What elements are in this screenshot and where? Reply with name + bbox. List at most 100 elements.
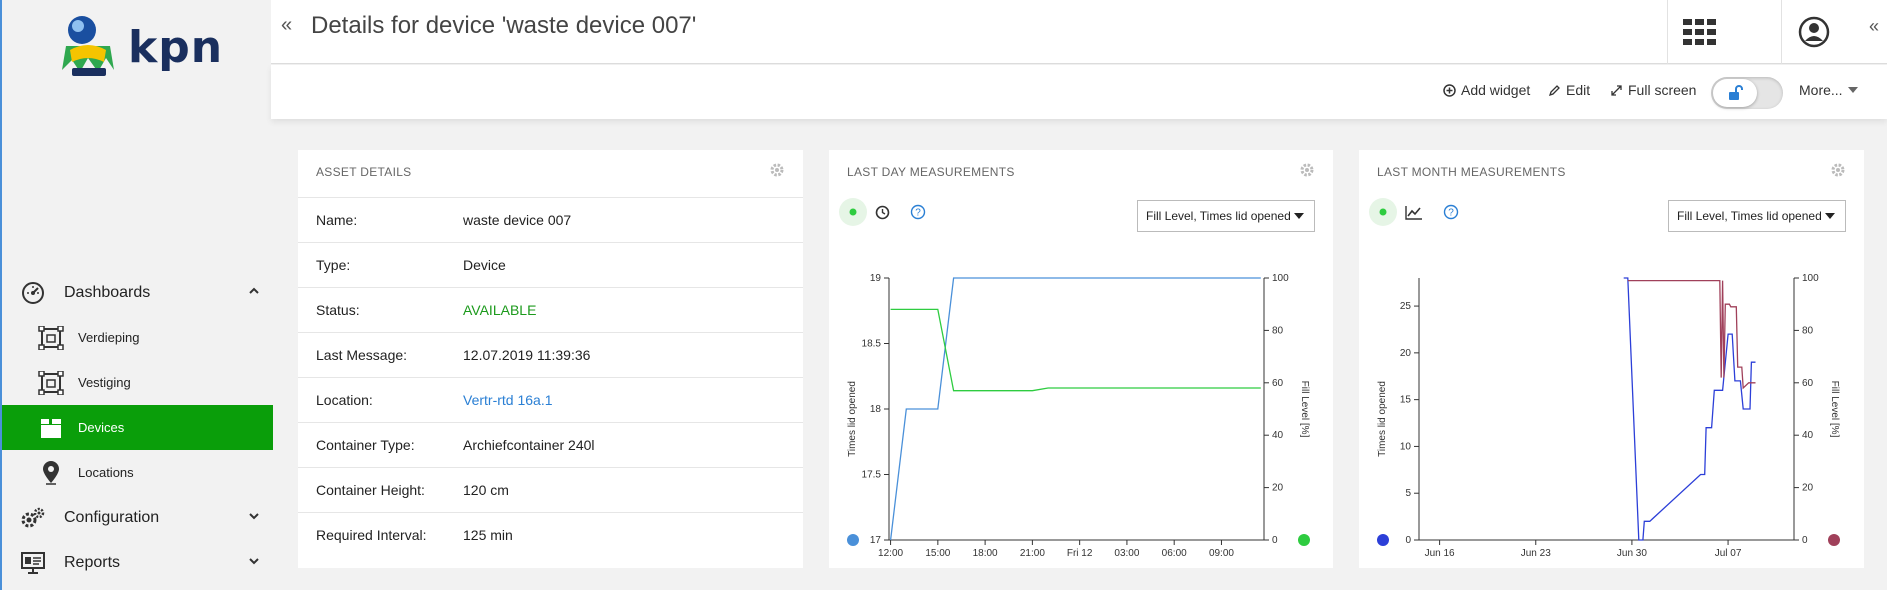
detail-value: Device <box>463 257 506 273</box>
x-tick-label: 06:00 <box>1162 548 1187 559</box>
y-tick-label-right: 20 <box>1802 483 1814 494</box>
y-tick-label-left: 17 <box>870 535 882 546</box>
collapse-right-panel-button[interactable]: « <box>1868 16 1879 36</box>
kpn-logo[interactable]: kpn <box>58 12 228 84</box>
card-title: LAST MONTH MEASUREMENTS <box>1377 165 1566 179</box>
caret-down-icon <box>1847 87 1858 93</box>
gear-icon[interactable] <box>1830 162 1846 178</box>
detail-value: waste device 007 <box>463 212 572 228</box>
pencil-icon <box>1548 84 1560 96</box>
caret-down-icon <box>1825 213 1835 219</box>
last-month-measurements-card: LAST MONTH MEASUREMENTS ? Fill Level, Ti… <box>1359 150 1864 568</box>
card-title: LAST DAY MEASUREMENTS <box>847 165 1015 179</box>
sidebar-item-vestiging[interactable]: Vestiging <box>2 360 273 405</box>
svg-text:?: ? <box>915 208 921 219</box>
sidebar-item-locations[interactable]: Locations <box>2 450 273 495</box>
last-day-chart: 17 17.5 18 18.5 19 0 20 40 60 80 100 12:00 15:00 18:0… <box>847 273 1310 559</box>
kpn-crown-icon <box>62 16 114 76</box>
y-tick-label-right: 80 <box>1272 325 1284 336</box>
more-label: More... <box>1799 82 1843 98</box>
logo-text: kpn <box>128 22 224 73</box>
apps-grid-icon <box>1682 19 1716 45</box>
detail-value: 120 cm <box>463 482 509 498</box>
legend-marker-right <box>1828 534 1840 546</box>
full-screen-button[interactable]: Full screen <box>1610 82 1696 98</box>
apps-grid-button[interactable] <box>1667 0 1731 64</box>
dashboard-toolbar: Add widget Edit Full screen More... <box>271 65 1887 119</box>
chart-controls: ? <box>839 198 926 226</box>
sidebar-item-verdieping[interactable]: Verdieping <box>2 315 273 360</box>
line-chart-icon[interactable] <box>1405 205 1423 220</box>
y-tick-label-left: 19 <box>870 273 882 284</box>
series-line-0 <box>889 277 1261 541</box>
plus-circle-icon <box>1443 83 1456 97</box>
full-screen-label: Full screen <box>1628 82 1697 98</box>
sidebar-item-dashboards[interactable]: Dashboards <box>2 270 273 315</box>
asset-details-card: ASSET DETAILS Name: waste device 007 Type… <box>298 150 803 568</box>
chevron-down-icon[interactable] <box>247 509 261 523</box>
chevron-up-icon[interactable] <box>247 284 261 298</box>
x-tick-label: 09:00 <box>1209 548 1234 559</box>
x-tick-label: Jul 07 <box>1715 548 1742 559</box>
detail-row-last-message: Last Message: 12.07.2019 11:39:36 <box>298 332 803 377</box>
dashboard-gauge-icon <box>22 282 44 304</box>
gear-icon[interactable] <box>769 162 785 178</box>
gear-icon[interactable] <box>1299 162 1315 178</box>
sidebar-item-label: Vestiging <box>78 375 131 390</box>
detail-key: Type: <box>316 257 351 273</box>
user-account-button[interactable] <box>1781 0 1845 64</box>
floorplan-icon <box>38 371 64 395</box>
series-select[interactable]: Fill Level, Times lid opened <box>1137 200 1315 232</box>
detail-row-container-height: Container Height: 120 cm <box>298 467 803 512</box>
sidebar-item-devices[interactable]: Devices <box>2 405 273 450</box>
detail-key: Status: <box>316 302 360 318</box>
more-menu-button[interactable]: More... <box>1799 82 1858 98</box>
x-tick-label: 21:00 <box>1020 548 1045 559</box>
collapse-sidebar-button[interactable]: « <box>281 14 293 36</box>
map-pin-icon <box>43 461 59 485</box>
help-icon[interactable]: ? <box>910 204 926 220</box>
edit-button[interactable]: Edit <box>1548 82 1590 98</box>
x-tick-label: Fri 12 <box>1067 548 1093 559</box>
edit-label: Edit <box>1566 82 1591 98</box>
series-select-value: Fill Level, Times lid opened <box>1677 209 1822 223</box>
live-dot-icon <box>1379 208 1387 216</box>
add-widget-button[interactable]: Add widget <box>1443 82 1530 98</box>
lock-toggle[interactable] <box>1711 77 1783 109</box>
live-status-button[interactable] <box>839 198 867 226</box>
sidebar-item-reports[interactable]: Reports <box>2 540 273 585</box>
series-line-0 <box>1623 277 1756 541</box>
detail-key: Name: <box>316 212 358 228</box>
y-tick-label-left: 0 <box>1405 535 1411 546</box>
x-tick-label: Jun 23 <box>1521 548 1551 559</box>
page-title: Details for device 'waste device 007' <box>311 12 697 39</box>
detail-row-status: Status: AVAILABLE <box>298 287 803 332</box>
x-tick-label: 03:00 <box>1114 548 1139 559</box>
live-status-button[interactable] <box>1369 198 1397 226</box>
location-link[interactable]: Vertr-rtd 16a.1 <box>463 392 553 408</box>
caret-down-icon <box>1294 213 1304 219</box>
chevron-down-icon[interactable] <box>247 554 261 568</box>
y-tick-label-right: 0 <box>1802 535 1808 546</box>
sidebar-item-configuration[interactable]: Configuration <box>2 495 273 540</box>
series-select[interactable]: Fill Level, Times lid opened <box>1668 200 1846 232</box>
y-axis-label-right: Fill Level [%] <box>1829 381 1840 438</box>
x-tick-label: 12:00 <box>878 548 903 559</box>
y-axis-label-left: Times lid opened <box>847 381 858 457</box>
status-value: AVAILABLE <box>463 302 537 318</box>
sidebar-nav: Dashboards Verdieping Ves <box>2 270 273 585</box>
y-axis-label-left: Times lid opened <box>1377 381 1388 457</box>
legend-marker-left <box>1377 534 1389 546</box>
clock-icon[interactable] <box>875 205 890 220</box>
x-tick-label: 18:00 <box>973 548 998 559</box>
y-tick-label-left: 18.5 <box>862 339 882 350</box>
detail-value: Archiefcontainer 240l <box>463 437 595 453</box>
add-widget-label: Add widget <box>1461 82 1531 98</box>
help-icon[interactable]: ? <box>1443 204 1459 220</box>
x-tick-label: Jun 30 <box>1617 548 1647 559</box>
y-tick-label-right: 40 <box>1802 430 1814 441</box>
y-tick-label-right: 100 <box>1802 273 1819 284</box>
x-tick-label: 15:00 <box>925 548 950 559</box>
sidebar-item-label: Devices <box>78 420 125 435</box>
live-dot-icon <box>849 208 857 216</box>
